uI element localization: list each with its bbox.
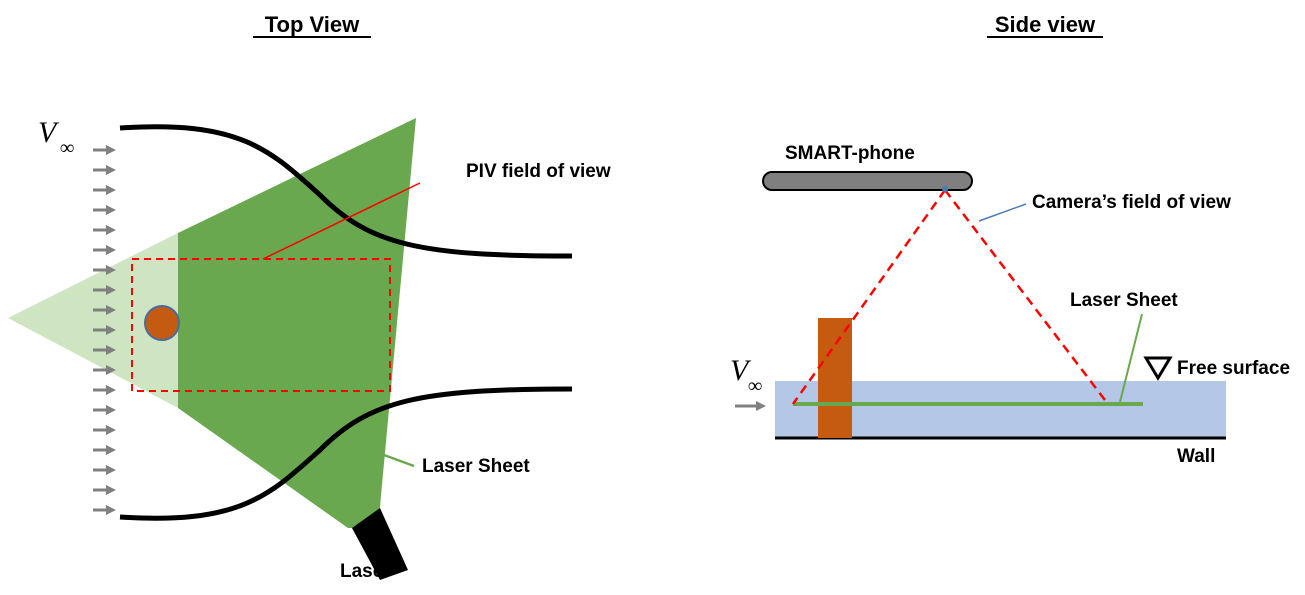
laser-label: Laser	[340, 561, 391, 582]
piv-label-leader	[262, 182, 421, 260]
top-view-title: Top View	[265, 12, 360, 37]
cylinder-side	[818, 318, 852, 438]
laser-sheet-top	[178, 118, 416, 528]
freestream-symbol-top: V	[38, 116, 60, 149]
piv-field-of-view-label: PIV field of view	[466, 161, 611, 182]
camera-fov-label: Camera’s field of view	[1032, 192, 1231, 213]
freestream-subscript-top: ∞	[60, 137, 74, 159]
free-surface-symbol	[1143, 356, 1173, 381]
lower-streamline	[119, 386, 573, 521]
free-surface-label: Free surface	[1177, 358, 1290, 379]
camera-label-leader	[978, 203, 1027, 222]
side-view-title: Side view	[995, 12, 1096, 37]
flow-arrows	[93, 145, 116, 515]
smartphone-label: SMART-phone	[785, 143, 915, 164]
laser-sheet-label-top: Laser Sheet	[422, 456, 530, 477]
laser-sheet-label-side: Laser Sheet	[1070, 290, 1178, 311]
laser-sheet-leader-side	[1119, 313, 1143, 403]
piv-field-of-view-box	[131, 258, 391, 392]
laser-sheet-leader-top	[383, 453, 415, 468]
laser-device	[352, 508, 408, 580]
top-view-panel: Top View V ∞ PIV field of view Laser She…	[8, 12, 611, 582]
upper-streamline	[119, 124, 573, 259]
cylinder-top	[144, 305, 180, 341]
camera-lens	[942, 186, 948, 192]
freestream-symbol-side: V	[730, 354, 752, 387]
side-view-panel: Side view SMART-phone Camera’s field of …	[730, 12, 1290, 467]
wall-label: Wall	[1177, 446, 1215, 467]
laser-sheet-light-region	[8, 233, 178, 408]
freestream-subscript-side: ∞	[748, 375, 762, 397]
camera-fov-left	[791, 189, 947, 405]
smartphone	[762, 171, 973, 191]
